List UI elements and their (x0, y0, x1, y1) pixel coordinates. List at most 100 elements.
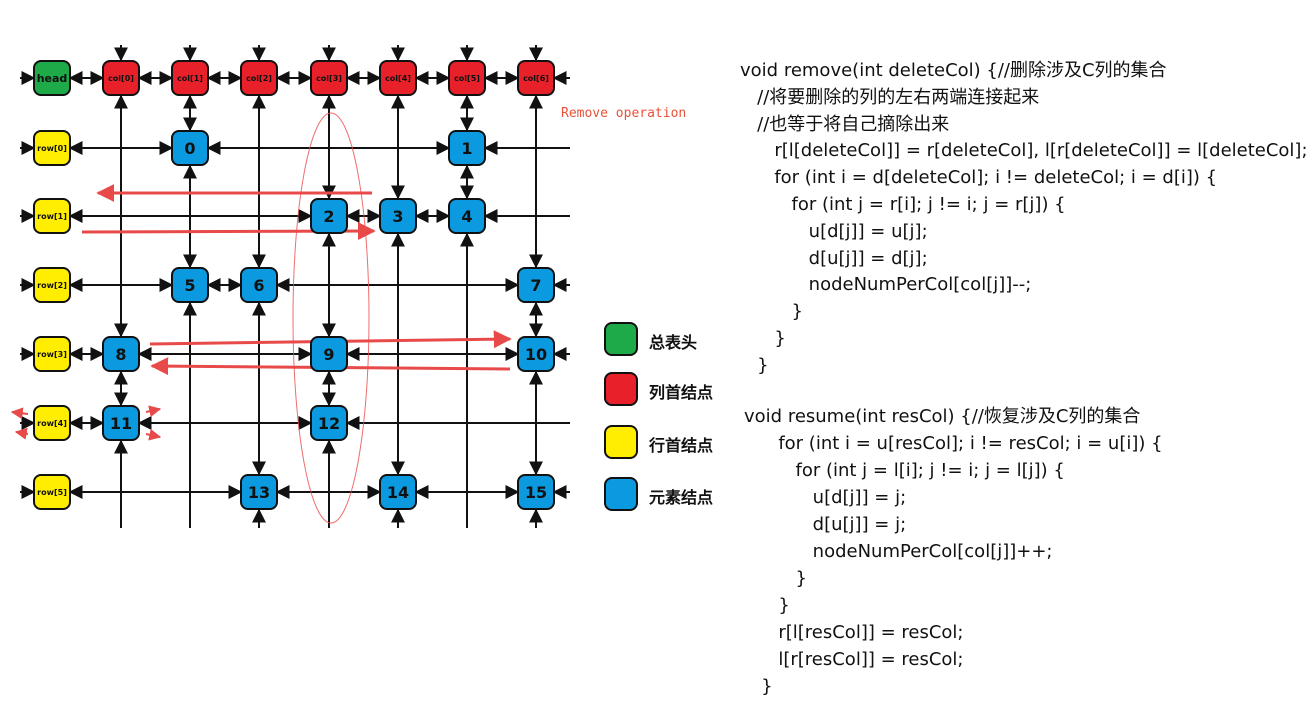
remove-code-line: nodeNumPerCol[col[j]]--; (740, 274, 1032, 296)
element-node-box (310, 198, 348, 234)
row-header-node: row[5] (33, 474, 71, 510)
element-node: 14 (379, 474, 417, 510)
element-node: 12 (310, 405, 348, 441)
column-header-node: col[0] (102, 60, 140, 96)
remove-code-line: u[d[j]] = u[j]; (740, 220, 928, 242)
legend-label: 列首结点 (649, 383, 714, 402)
column-header-node-label: col[2] (246, 74, 272, 83)
element-node-label: 10 (525, 345, 547, 364)
resume-code-line: r[l[resCol]] = resCol; (744, 622, 964, 643)
element-node-box (379, 198, 417, 234)
element-node-label: 1 (461, 139, 472, 158)
row-header-node-label: row[5] (37, 488, 67, 497)
remove-code-line: void remove(int deleteCol) {//删除涉及C列的集合 (740, 60, 1167, 81)
resume-code-line: } (744, 676, 773, 697)
remove-code-line: //也等于将自己摘除出来 (740, 113, 950, 135)
element-node-label: 15 (525, 483, 547, 502)
element-node-box (240, 474, 278, 510)
resume-code-line: } (744, 595, 790, 616)
removed-column-ellipse (292, 112, 370, 524)
row-header-node-box (33, 267, 71, 303)
head-node: head (33, 60, 71, 96)
row-header-node-label: row[2] (37, 281, 67, 290)
column-header-node-box (517, 60, 555, 96)
row-header-node-box (33, 198, 71, 234)
row-header-node-box (33, 405, 71, 441)
element-node-label: 2 (323, 207, 334, 226)
row-header-node: row[2] (33, 267, 71, 303)
element-node-box (102, 336, 140, 372)
row-header-node-box (33, 336, 71, 372)
remove-code-line: r[l[deleteCol]] = r[deleteCol], l[r[dele… (740, 140, 1308, 162)
column-header-node-label: col[4] (385, 74, 411, 83)
column-header-node: col[2] (240, 60, 278, 96)
remove-operation-annotation: Remove operation (561, 106, 687, 121)
column-header-node-label: col[3] (316, 74, 342, 83)
column-header-node: col[4] (379, 60, 417, 96)
element-node: 0 (171, 130, 209, 166)
element-node: 8 (102, 336, 140, 372)
element-node-label: 6 (253, 276, 264, 295)
row-header-node-label: row[3] (37, 350, 67, 359)
column-header-node-box (310, 60, 348, 96)
element-node: 7 (517, 267, 555, 303)
head-node-box (33, 60, 71, 96)
element-node-box (517, 267, 555, 303)
resume-code-line: } (744, 568, 807, 589)
highlight-layer (10, 112, 512, 524)
resume-code-line: u[d[j]] = j; (744, 487, 907, 508)
blue-square-icon (604, 477, 638, 511)
element-node-box (171, 267, 209, 303)
element-node-label: 8 (115, 345, 126, 364)
element-node: 15 (517, 474, 555, 510)
remove-code-line: } (740, 354, 769, 376)
element-node-box (517, 474, 555, 510)
resume-code-line: nodeNumPerCol[col[j]]++; (744, 541, 1053, 562)
column-header-node: col[6] (517, 60, 555, 96)
element-node: 4 (448, 198, 486, 234)
remove-code-line: //将要删除的列的左右两端连接起来 (740, 86, 1040, 108)
resume-code-line: void resume(int resCol) {//恢复涉及C列的集合 (744, 406, 1141, 427)
row-header-node: row[4] (33, 405, 71, 441)
row-header-node-label: row[0] (37, 144, 67, 153)
element-node-label: 13 (248, 483, 270, 502)
yellow-square-icon (604, 425, 638, 459)
element-node: 11 (102, 405, 140, 441)
resume-code-line: for (int j = l[i]; j != i; j = l[j]) { (744, 460, 1065, 481)
element-node-label: 14 (387, 483, 409, 502)
element-node-box (379, 474, 417, 510)
column-header-node-label: col[1] (177, 74, 203, 83)
element-node-label: 12 (318, 414, 340, 433)
column-header-node: col[5] (448, 60, 486, 96)
element-node-box (517, 336, 555, 372)
element-node-label: 11 (110, 414, 132, 433)
column-header-node-box (240, 60, 278, 96)
element-node-label: 9 (323, 345, 334, 364)
remove-arrow-row4-a (10, 407, 29, 420)
element-node-box (310, 336, 348, 372)
element-node-label: 4 (461, 207, 472, 226)
row-header-node-box (33, 474, 71, 510)
element-node-label: 5 (184, 276, 195, 295)
head-node-label: head (37, 72, 68, 85)
element-node: 9 (310, 336, 348, 372)
row-header-node-label: row[1] (37, 212, 67, 221)
element-node: 13 (240, 474, 278, 510)
nodes-layer: head col[0] col[1] col[2] col[3] col[4] col[5]… (33, 60, 555, 510)
remove-code-line: d[u[j]] = d[j]; (740, 247, 928, 269)
element-node-box (448, 198, 486, 234)
element-node: 10 (517, 336, 555, 372)
element-node-box (448, 130, 486, 166)
column-header-node-label: col[0] (108, 74, 134, 83)
legend-label: 行首结点 (649, 436, 714, 455)
remove-code-line: } (740, 328, 786, 349)
remove-code-line: for (int i = d[deleteCol]; i != deleteCo… (740, 167, 1218, 189)
links-layer (20, 45, 570, 528)
row-header-node: row[3] (33, 336, 71, 372)
remove-code-line: for (int j = r[i]; j != i; j = r[j]) { (740, 194, 1066, 215)
remove-code-line: } (740, 301, 803, 323)
column-header-node-box (448, 60, 486, 96)
row-header-node-label: row[4] (37, 419, 67, 428)
element-node: 6 (240, 267, 278, 303)
column-header-node-box (171, 60, 209, 96)
